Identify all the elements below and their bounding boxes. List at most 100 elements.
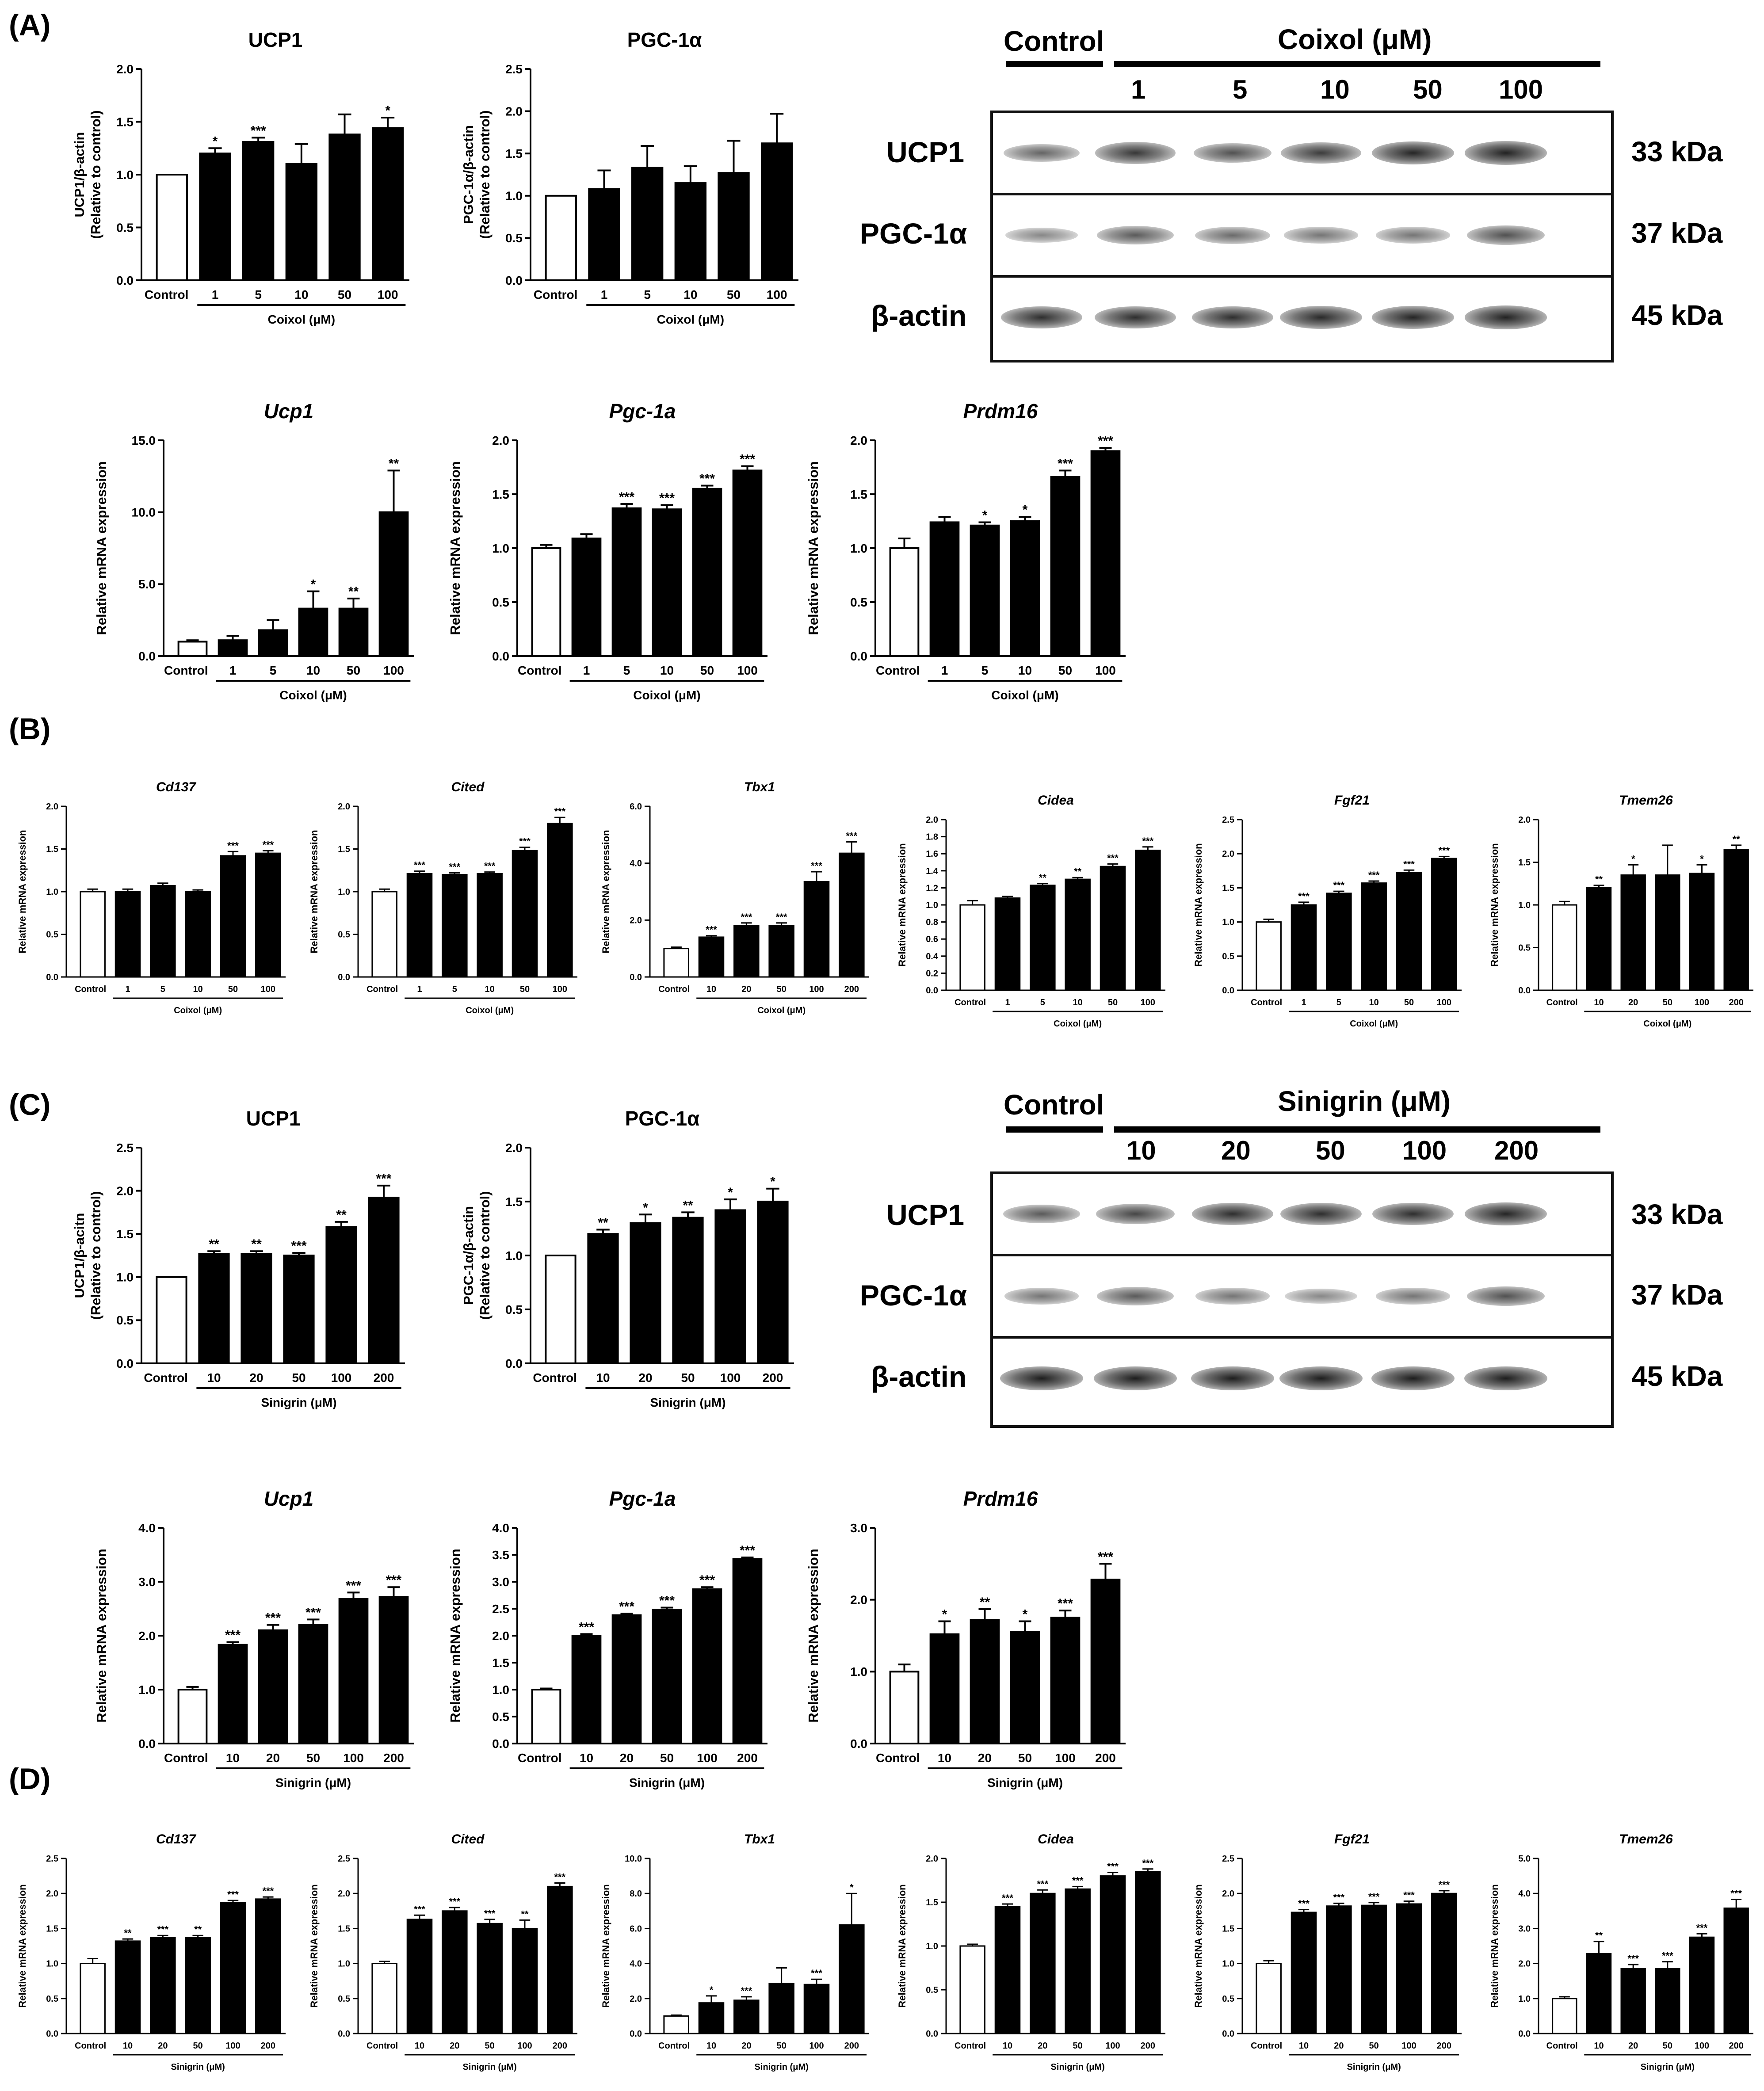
- data-bar: [255, 852, 281, 978]
- significance-label: ***: [1142, 1858, 1153, 1869]
- blot-band: [1195, 1288, 1270, 1305]
- y-tick-label: 0.5: [46, 930, 58, 940]
- x-tick-label: 10: [706, 984, 716, 994]
- data-bar: [1100, 1875, 1126, 2034]
- data-bar: [1090, 1579, 1121, 1744]
- data-bar: [220, 1902, 246, 2034]
- blot-protein-label: PGC-1α: [860, 1279, 967, 1312]
- x-tick-label: 10: [485, 984, 495, 994]
- significance-label: ***: [414, 1904, 425, 1915]
- x-axis-label: Sinigrin (μM): [1347, 2062, 1401, 2072]
- data-bar: [1552, 1998, 1577, 2034]
- data-bar: [156, 1276, 187, 1364]
- significance-label: ***: [346, 1578, 361, 1593]
- data-bar: [1256, 921, 1282, 991]
- y-tick-label: 6.0: [630, 802, 642, 812]
- blot-row-pgc1a: [993, 195, 1611, 278]
- data-bar: [889, 547, 920, 657]
- x-tick-label: 1: [1301, 998, 1306, 1007]
- data-bar: [185, 891, 211, 978]
- data-bar: [406, 1919, 433, 2034]
- data-bar: [698, 936, 725, 978]
- data-bar: [768, 1983, 794, 2034]
- blot-band: [1376, 227, 1450, 244]
- chart-title: Fgf21: [1334, 793, 1370, 808]
- data-bar: [1689, 1936, 1715, 2034]
- x-tick-label: 50: [1369, 2041, 1379, 2051]
- y-tick-label: 1.0: [492, 542, 509, 555]
- x-tick-label: 20: [638, 1371, 652, 1385]
- blot-band: [1281, 142, 1361, 164]
- data-bar: [1100, 866, 1126, 991]
- y-tick-label: 0.0: [116, 1357, 134, 1370]
- blot-band: [1464, 141, 1547, 165]
- data-bar: [1291, 904, 1317, 991]
- y-tick-label: 1.5: [1518, 858, 1531, 868]
- data-bar: [970, 524, 1000, 657]
- x-tick-label: 50: [777, 2041, 787, 2051]
- y-tick-label: 1.0: [338, 1959, 350, 1969]
- x-tick-label: 5: [1336, 998, 1341, 1007]
- y-axis-label: (Relative to control): [477, 1191, 493, 1320]
- x-tick-label: Control: [1251, 2041, 1282, 2051]
- significance-label: ***: [376, 1171, 391, 1186]
- data-bar: [1431, 858, 1457, 991]
- x-tick-label: 100: [261, 984, 275, 994]
- x-tick-label: 10: [415, 2041, 424, 2051]
- y-tick-label: 1.0: [505, 1249, 523, 1263]
- chart-a-ucp1-protein: UCP1 0.0 0.5 1.0 1.5 2.0 UCP1/β-actin (Relative…: [72, 28, 409, 326]
- data-bar: [1361, 1904, 1387, 2034]
- data-bar: [512, 850, 538, 978]
- y-tick-label: 15.0: [132, 434, 156, 447]
- blot-protein-label: UCP1: [886, 1198, 965, 1231]
- x-axis-label: Coixol (μM): [466, 1006, 514, 1015]
- blot-lane-label: 5: [1233, 75, 1248, 104]
- significance-label: ***: [251, 123, 266, 138]
- significance-label: ***: [1107, 1861, 1119, 1872]
- y-tick-label: 0.2: [926, 969, 938, 978]
- x-tick-label: 1: [941, 664, 948, 677]
- data-bar: [672, 1217, 704, 1364]
- data-bar: [531, 1689, 561, 1744]
- y-tick-label: 0.0: [138, 649, 156, 663]
- significance-label: ***: [659, 491, 675, 505]
- data-bar: [1552, 904, 1577, 991]
- y-tick-label: 0.0: [926, 986, 938, 996]
- x-tick-label: Control: [367, 984, 398, 994]
- data-bar: [115, 1940, 141, 2034]
- blot-control-bar: [1006, 61, 1103, 67]
- data-bar: [698, 2002, 725, 2034]
- significance-label: *: [770, 1175, 775, 1189]
- chart-title: Prdm16: [963, 400, 1038, 423]
- y-tick-label: 0.0: [116, 274, 134, 287]
- significance-label: **: [251, 1237, 262, 1252]
- data-bar: [258, 629, 288, 657]
- data-bar: [242, 141, 275, 281]
- y-tick-label: 1.5: [1222, 883, 1234, 893]
- data-bar: [545, 195, 577, 281]
- x-tick-label: 200: [1095, 1751, 1116, 1765]
- y-tick-label: 0.5: [1222, 952, 1234, 962]
- x-tick-label: 10: [207, 1371, 221, 1385]
- y-tick-label: 10.0: [132, 505, 156, 519]
- x-tick-label: 5: [981, 664, 989, 677]
- data-bar: [1655, 1968, 1680, 2034]
- x-tick-label: 10: [660, 664, 674, 677]
- significance-label: *: [1700, 853, 1704, 864]
- significance-label: ***: [1098, 1549, 1113, 1564]
- x-tick-label: 50: [777, 984, 787, 994]
- data-bar: [442, 1910, 468, 2034]
- data-bar: [406, 873, 433, 978]
- x-tick-label: 10: [1073, 998, 1083, 1007]
- y-tick-label: 1.0: [850, 542, 867, 555]
- y-tick-label: 1.0: [505, 189, 523, 203]
- significance-label: *: [710, 1984, 714, 1996]
- significance-label: ***: [262, 1885, 274, 1896]
- data-bar: [803, 1984, 830, 2034]
- significance-label: ***: [484, 1908, 496, 1919]
- significance-label: ***: [1002, 1893, 1013, 1904]
- significance-label: ***: [1368, 1891, 1380, 1902]
- data-bar: [378, 511, 409, 657]
- data-bar: [378, 1596, 409, 1744]
- data-bar: [718, 172, 750, 281]
